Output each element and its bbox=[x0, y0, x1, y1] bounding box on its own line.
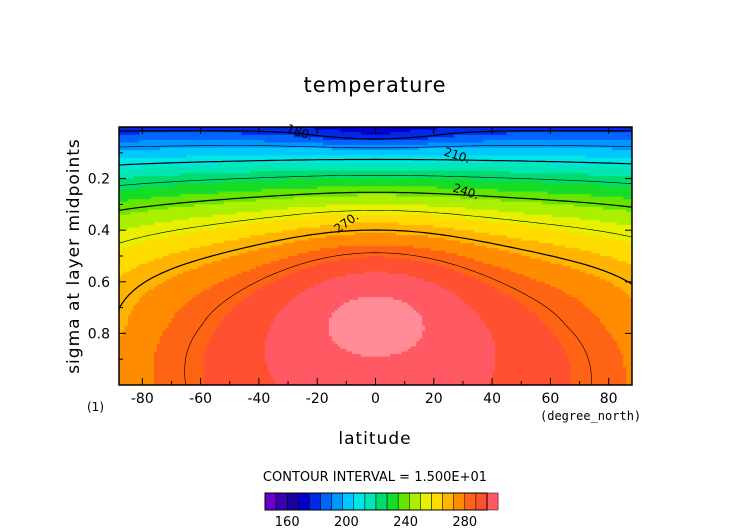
plot-area: 180.210.240.270. bbox=[119, 121, 633, 385]
x-tick-label: -60 bbox=[189, 391, 212, 407]
colorbar-swatch bbox=[287, 493, 298, 510]
colorbar-swatch bbox=[276, 493, 287, 510]
colorbar-swatch bbox=[265, 493, 276, 510]
contour-interval-label: CONTOUR INTERVAL = 1.500E+01 bbox=[263, 470, 487, 485]
colorbar-swatch bbox=[387, 493, 398, 510]
colorbar-swatch bbox=[432, 493, 443, 510]
y-axis-label: sigma at layer midpoints bbox=[64, 138, 84, 374]
colorbar-swatch bbox=[332, 493, 343, 510]
x-axis-label: latitude bbox=[338, 429, 411, 449]
colorbar-swatch bbox=[365, 493, 376, 510]
colorbar-tick-label: 240 bbox=[393, 515, 418, 530]
x-tick-label: -40 bbox=[247, 391, 270, 407]
x-tick-label: 60 bbox=[541, 391, 559, 407]
filled-contours bbox=[119, 127, 633, 386]
colorbar-swatch bbox=[409, 493, 420, 510]
colorbar-swatch bbox=[398, 493, 409, 510]
x-tick-label: 20 bbox=[425, 391, 443, 407]
colorbar-swatch bbox=[420, 493, 431, 510]
chart-title: temperature bbox=[304, 73, 447, 97]
x-tick-label: -20 bbox=[306, 391, 329, 407]
colorbar-swatch bbox=[321, 493, 332, 510]
colorbar-swatch bbox=[476, 493, 487, 510]
colorbar-swatch bbox=[343, 493, 354, 510]
colorbar-swatch bbox=[465, 493, 476, 510]
colorbar-tick-label: 160 bbox=[275, 515, 300, 530]
colorbar-swatch bbox=[354, 493, 365, 510]
colorbar-swatch bbox=[443, 493, 454, 510]
x-tick-label: -80 bbox=[131, 391, 154, 407]
colorbar-swatch bbox=[298, 493, 309, 510]
colorbar-swatch bbox=[454, 493, 465, 510]
colorbar-swatch bbox=[376, 493, 387, 510]
x-tick-label: 80 bbox=[600, 391, 618, 407]
colorbar: 160 200 240 280 bbox=[265, 493, 498, 530]
colorbar-tick-label: 200 bbox=[334, 515, 359, 530]
y-tick-label: 0.8 bbox=[88, 326, 110, 342]
colorbar-swatch bbox=[309, 493, 320, 510]
x-unit-label: (degree_north) bbox=[540, 409, 641, 423]
x-tick-label: 40 bbox=[483, 391, 501, 407]
colorbar-tick-label: 280 bbox=[452, 515, 477, 530]
y-tick-label: 0.2 bbox=[88, 172, 110, 188]
colorbar-swatch bbox=[487, 493, 498, 510]
y-tick-label: 0.6 bbox=[88, 275, 110, 291]
y-note: (1) bbox=[87, 400, 104, 414]
y-tick-label: 0.4 bbox=[88, 223, 110, 239]
x-tick-label: 0 bbox=[371, 391, 380, 407]
